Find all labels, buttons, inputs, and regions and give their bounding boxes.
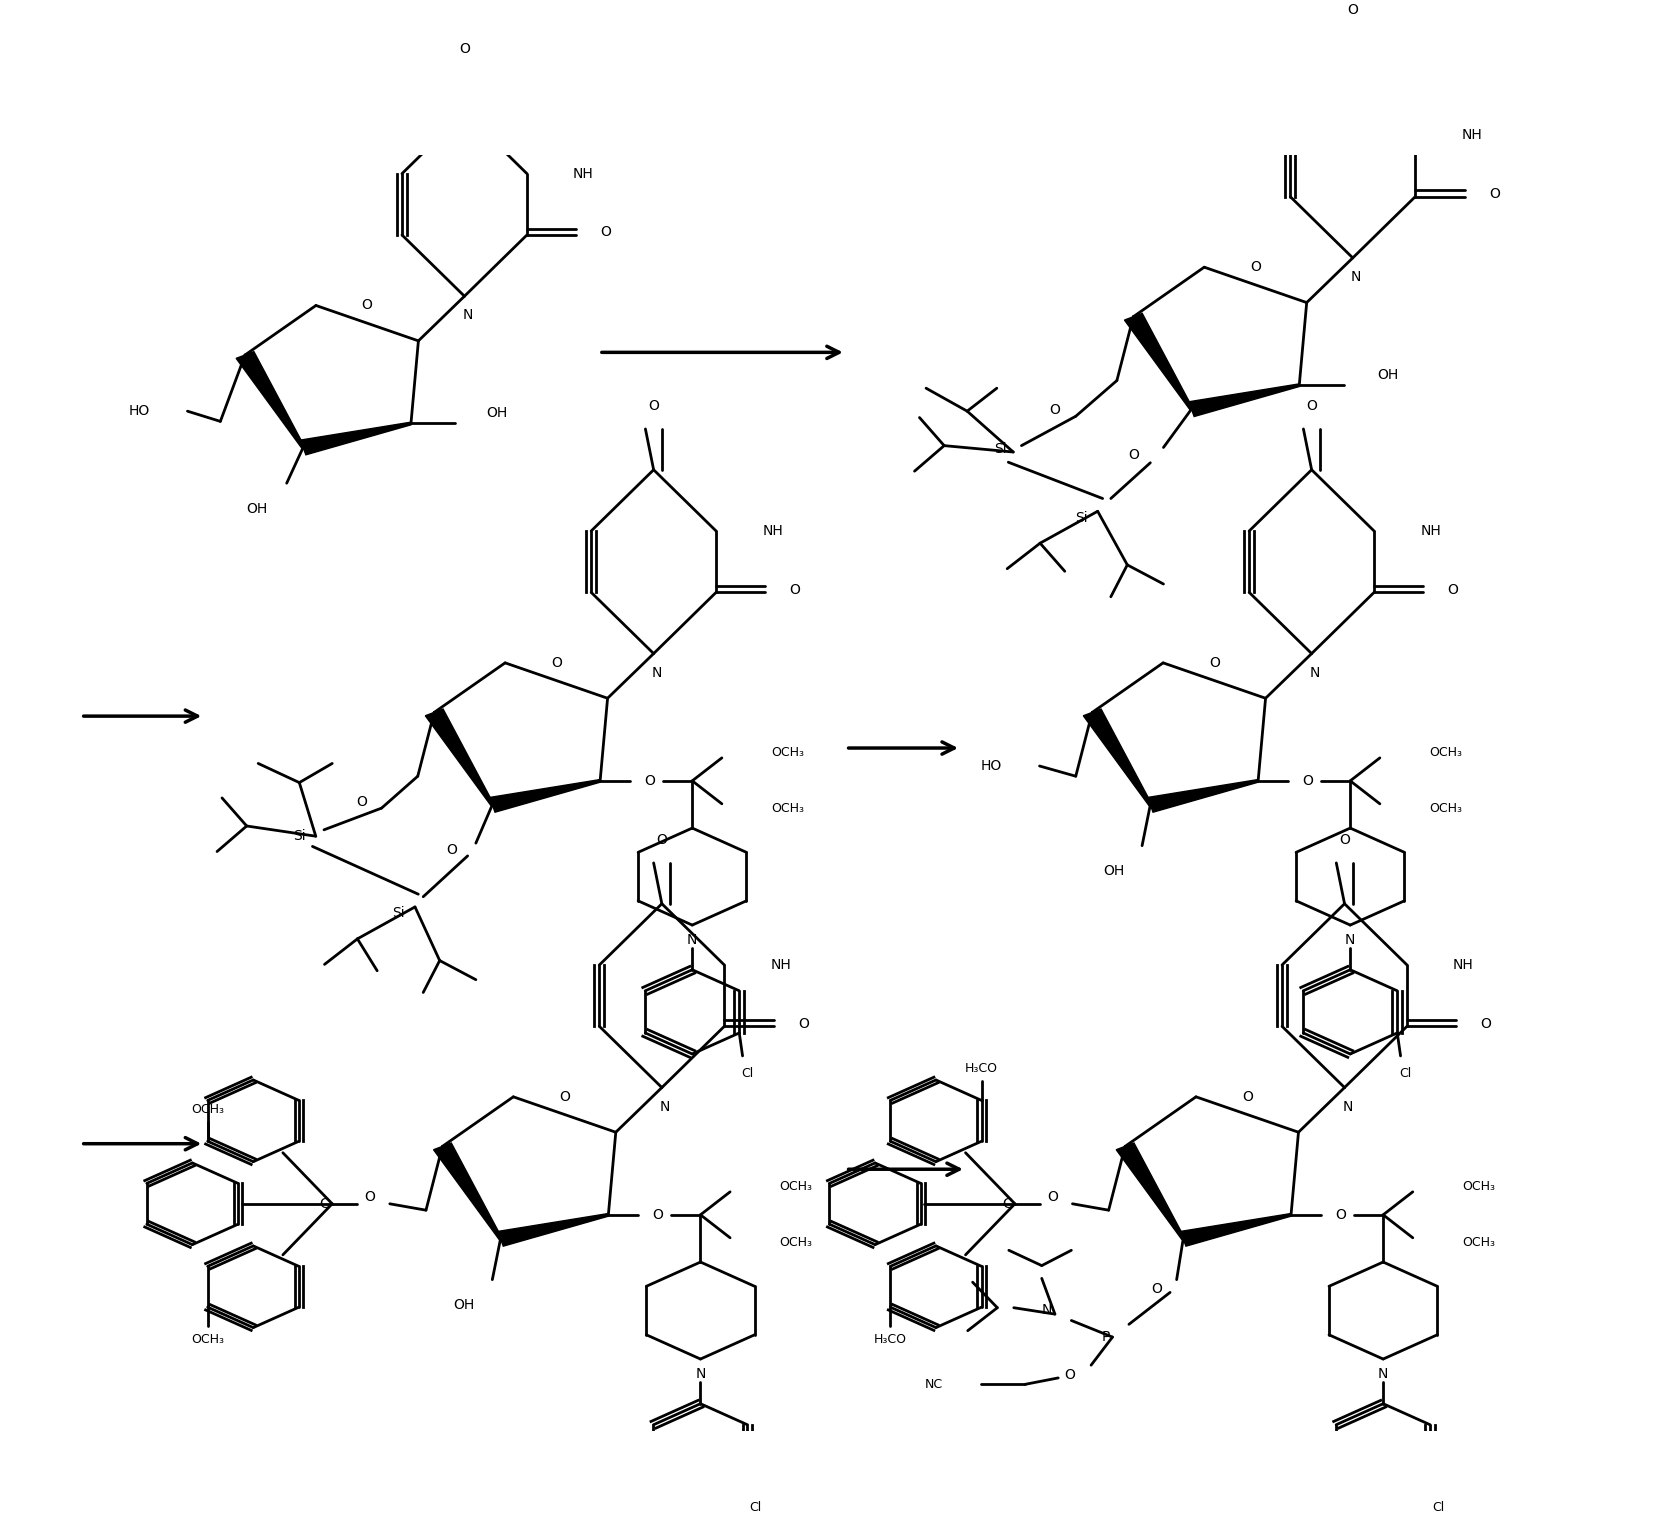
Text: OCH₃: OCH₃ [1429,746,1462,760]
Text: O: O [648,399,658,413]
Text: O: O [1447,583,1459,597]
Text: Cl: Cl [1399,1068,1412,1080]
Text: O: O [365,1191,375,1205]
Text: NH: NH [1420,524,1440,538]
Text: HO: HO [129,404,149,419]
Text: O: O [1301,774,1313,787]
Text: OH: OH [486,407,508,420]
Text: O: O [559,1089,570,1104]
Text: C: C [1002,1197,1012,1211]
Text: H₃CO: H₃CO [965,1062,998,1075]
Text: OCH₃: OCH₃ [770,803,804,815]
Text: OCH₃: OCH₃ [191,1103,224,1116]
Text: N: N [1345,934,1355,947]
Polygon shape [434,1142,502,1240]
Text: OCH₃: OCH₃ [191,1333,224,1346]
Text: O: O [357,795,367,809]
Text: O: O [797,1017,809,1031]
Text: O: O [446,842,457,856]
Polygon shape [1181,1214,1291,1246]
Text: OH: OH [1104,864,1124,879]
Text: O: O [645,774,655,787]
Text: N: N [652,666,662,679]
Text: N: N [462,308,472,323]
Text: NH: NH [1454,958,1474,972]
Polygon shape [1189,384,1300,416]
Text: C: C [320,1197,328,1211]
Text: N: N [1042,1304,1052,1317]
Text: N: N [1379,1368,1389,1381]
Polygon shape [1116,1142,1184,1240]
Text: OH: OH [246,501,268,516]
Text: Cl: Cl [1432,1502,1444,1514]
Polygon shape [489,780,601,812]
Polygon shape [425,710,494,806]
Text: O: O [459,41,471,55]
Text: O: O [1338,833,1350,847]
Text: O: O [1151,1281,1162,1296]
Text: Cl: Cl [750,1502,762,1514]
Polygon shape [1084,710,1152,806]
Polygon shape [1147,780,1258,812]
Text: O: O [1064,1368,1075,1383]
Text: N: N [1310,666,1320,679]
Text: OH: OH [1377,369,1399,382]
Polygon shape [1124,314,1193,410]
Text: O: O [1049,404,1060,417]
Text: H₃CO: H₃CO [874,1333,906,1346]
Text: N: N [1343,1100,1353,1113]
Polygon shape [497,1214,608,1246]
Text: Si: Si [392,906,405,920]
Text: OCH₃: OCH₃ [1462,1180,1496,1193]
Text: OCH₃: OCH₃ [1462,1237,1496,1249]
Text: O: O [657,833,667,847]
Text: O: O [1250,260,1261,274]
Text: O: O [1481,1017,1491,1031]
Text: OCH₃: OCH₃ [1429,803,1462,815]
Text: Si: Si [1075,510,1087,524]
Text: Cl: Cl [742,1068,754,1080]
Text: O: O [601,225,611,239]
Text: NH: NH [1461,128,1482,142]
Text: O: O [1347,3,1358,17]
Text: P: P [1102,1330,1111,1345]
Text: O: O [652,1208,663,1221]
Text: NH: NH [770,958,791,972]
Text: O: O [362,299,372,312]
Text: Si: Si [293,829,305,844]
Text: O: O [1489,187,1499,201]
Text: O: O [1129,448,1139,461]
Text: N: N [1350,270,1362,285]
Polygon shape [300,422,412,455]
Text: O: O [789,583,801,597]
Text: O: O [551,656,561,670]
Text: O: O [1209,656,1219,670]
Text: O: O [1335,1208,1345,1221]
Text: Si: Si [993,443,1007,457]
Text: NC: NC [925,1378,943,1390]
Text: O: O [1047,1191,1059,1205]
Text: NH: NH [762,524,782,538]
Text: NH: NH [573,166,593,181]
Text: N: N [687,934,697,947]
Polygon shape [236,352,305,448]
Text: OCH₃: OCH₃ [779,1180,812,1193]
Text: N: N [695,1368,705,1381]
Text: O: O [1306,399,1317,413]
Text: N: N [660,1100,670,1113]
Text: HO: HO [980,758,1002,774]
Text: O: O [1241,1089,1253,1104]
Text: OCH₃: OCH₃ [779,1237,812,1249]
Text: OH: OH [454,1298,476,1313]
Text: OCH₃: OCH₃ [770,746,804,760]
